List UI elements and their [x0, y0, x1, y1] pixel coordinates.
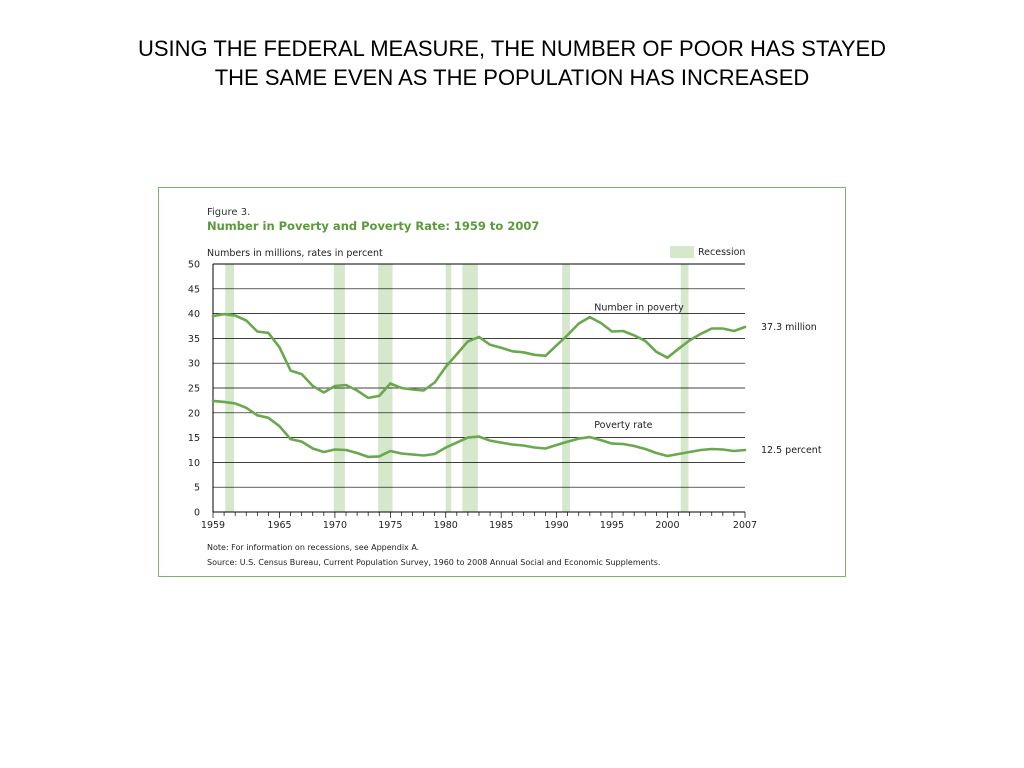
y-tick-label-0: 0: [194, 508, 200, 519]
x-tick-label-1980: 1980: [434, 520, 458, 531]
y-tick-label-5: 5: [194, 483, 200, 494]
x-tick-label-1970: 1970: [323, 520, 347, 531]
y-tick-label-40: 40: [188, 309, 200, 320]
y-tick-label-45: 45: [188, 284, 200, 295]
y-tick-label-35: 35: [188, 334, 200, 345]
series-line-1: [211, 399, 747, 459]
series-lines: [211, 312, 747, 459]
series-end-label-1: 12.5 percent: [761, 445, 822, 456]
y-tick-label-20: 20: [188, 408, 200, 419]
y-tick-label-10: 10: [188, 458, 200, 469]
x-tick-label-1965: 1965: [267, 520, 291, 531]
chart-title: Number in Poverty and Poverty Rate: 1959…: [207, 219, 539, 233]
x-tick-label-1990: 1990: [544, 520, 568, 531]
series-name-label-1: Poverty rate: [594, 420, 652, 431]
x-tick-label-2000: 2000: [655, 520, 679, 531]
legend-recession-label: Recession: [698, 247, 745, 258]
x-tick-label-1959: 1959: [201, 520, 225, 531]
legend-recession-swatch: [670, 246, 694, 258]
x-tick-label-1985: 1985: [489, 520, 513, 531]
figure-frame: Figure 3. Number in Poverty and Poverty …: [158, 187, 846, 577]
y-tick-label-30: 30: [188, 359, 200, 370]
x-tick-label-2007: 2007: [733, 520, 757, 531]
chart-source: Source: U.S. Census Bureau, Current Popu…: [207, 558, 660, 567]
chart-note: Note: For information on recessions, see…: [207, 543, 419, 552]
series-labels: Number in poverty 37.3 million Poverty rat…: [594, 303, 822, 456]
figure-label: Figure 3.: [207, 207, 250, 218]
poverty-chart: Figure 3. Number in Poverty and Poverty …: [188, 207, 822, 567]
y-tick-labels: 0 5 10 15 20 25 30 35 40 45 50: [188, 260, 200, 519]
grid-lines: [212, 263, 745, 513]
series-name-label-0: Number in poverty: [594, 303, 684, 314]
series-line-0: [211, 312, 747, 400]
y-tick-label-50: 50: [188, 260, 200, 271]
slide-title: USING THE FEDERAL MEASURE, THE NUMBER OF…: [137, 36, 887, 90]
y-axis-label: Numbers in millions, rates in percent: [207, 248, 383, 259]
series-end-label-0: 37.3 million: [761, 322, 817, 333]
x-tick-label-1995: 1995: [600, 520, 624, 531]
x-tick-label-1975: 1975: [378, 520, 402, 531]
y-tick-label-15: 15: [188, 433, 200, 444]
y-tick-label-25: 25: [188, 384, 200, 395]
x-tick-labels: 1959 1965 1970 1975 1980 1985 1990 1995 2000 2007: [201, 512, 757, 531]
